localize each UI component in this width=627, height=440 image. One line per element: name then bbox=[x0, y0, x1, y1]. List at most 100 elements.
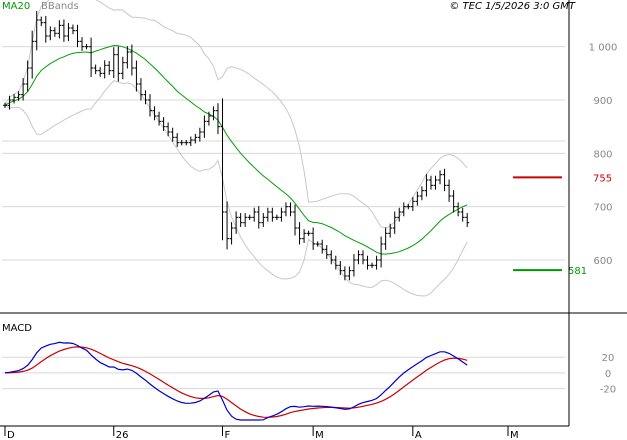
price-bar bbox=[197, 127, 202, 142]
price-bar bbox=[451, 190, 456, 213]
price-bar bbox=[61, 19, 66, 42]
price-bar bbox=[138, 78, 143, 101]
price-bar bbox=[188, 136, 193, 147]
macd-gridlines bbox=[2, 356, 565, 390]
price-bar bbox=[428, 175, 433, 190]
price-bar bbox=[125, 46, 130, 69]
price-bar bbox=[324, 245, 329, 259]
price-bar bbox=[406, 204, 411, 210]
x-tick-label: A bbox=[415, 430, 422, 440]
price-bar bbox=[288, 202, 293, 217]
price-bar bbox=[370, 262, 375, 268]
macd-title: MACD bbox=[2, 323, 32, 334]
price-bar bbox=[419, 186, 424, 201]
price-bar bbox=[220, 98, 225, 241]
price-bar bbox=[438, 170, 443, 185]
price-bar bbox=[238, 213, 243, 227]
x-tick-label: 26 bbox=[116, 430, 129, 440]
price-bar bbox=[442, 168, 447, 192]
price-bar bbox=[333, 255, 338, 270]
price-bar bbox=[297, 222, 302, 245]
price-bar bbox=[7, 95, 12, 110]
price-bar bbox=[134, 60, 139, 92]
price-y-tick-label: 1 000 bbox=[589, 43, 618, 54]
price-bar bbox=[252, 207, 257, 222]
price-bar bbox=[234, 211, 239, 234]
legend-ma20: MA20 bbox=[2, 1, 30, 12]
price-bar bbox=[225, 201, 230, 250]
price-bar bbox=[374, 255, 379, 270]
price-bar bbox=[161, 117, 166, 131]
price-bar bbox=[306, 230, 311, 236]
price-bar bbox=[329, 250, 334, 265]
price-bar bbox=[320, 239, 325, 254]
x-tick-label: D bbox=[7, 430, 15, 440]
price-bar bbox=[383, 227, 388, 250]
price-bar bbox=[170, 127, 175, 142]
x-tick-label: M bbox=[315, 430, 324, 440]
price-bar bbox=[3, 102, 7, 108]
price-bar bbox=[111, 47, 116, 79]
price-bar bbox=[34, 10, 39, 51]
price-bar bbox=[148, 94, 153, 117]
price-bar bbox=[175, 133, 180, 147]
price-bar bbox=[261, 213, 266, 227]
macd-y-tick-label: -20 bbox=[600, 385, 616, 396]
price-bar bbox=[293, 204, 298, 236]
price-y-tick-label: 700 bbox=[593, 203, 612, 214]
price-bar bbox=[202, 115, 207, 138]
price-bar bbox=[25, 60, 30, 92]
price-bar bbox=[84, 44, 89, 50]
support-resistance-levels: 755 581 bbox=[513, 173, 612, 277]
price-bar bbox=[12, 93, 17, 104]
price-bar bbox=[356, 250, 361, 265]
price-bar bbox=[397, 207, 402, 222]
ma20-path bbox=[4, 44, 468, 255]
price-bar bbox=[460, 207, 465, 222]
price-bar bbox=[410, 197, 415, 211]
price-bar bbox=[392, 211, 397, 234]
x-tick-label: F bbox=[225, 430, 231, 440]
price-bar bbox=[360, 250, 365, 265]
price-bar bbox=[179, 140, 184, 146]
price-bar bbox=[379, 236, 384, 268]
price-bar bbox=[279, 207, 284, 222]
price-bar bbox=[311, 227, 316, 250]
price-bar bbox=[365, 255, 370, 270]
price-bar bbox=[206, 111, 211, 126]
price-bar bbox=[21, 78, 26, 101]
price-bar bbox=[388, 223, 393, 238]
price-bar bbox=[270, 207, 275, 222]
bband-lower bbox=[4, 80, 468, 297]
price-bar bbox=[43, 16, 48, 43]
price-bar bbox=[347, 266, 352, 281]
x-tick-label: M bbox=[510, 430, 519, 440]
price-bar bbox=[229, 222, 234, 245]
price-y-tick-label: 600 bbox=[593, 256, 612, 267]
price-bar bbox=[247, 214, 252, 220]
price-bar bbox=[447, 179, 452, 202]
price-bar bbox=[315, 241, 320, 247]
price-bar bbox=[48, 26, 53, 41]
price-bar bbox=[75, 24, 80, 48]
support-label: 581 bbox=[568, 266, 587, 277]
price-bar bbox=[193, 133, 198, 144]
price-bar bbox=[129, 44, 134, 76]
price-bar bbox=[283, 202, 288, 217]
price-bar bbox=[16, 91, 21, 101]
price-bar bbox=[274, 214, 279, 220]
macd-y-tick-label: 0 bbox=[605, 369, 611, 380]
price-bar bbox=[433, 175, 438, 190]
price-bar bbox=[66, 22, 71, 42]
price-bar bbox=[338, 261, 343, 275]
price-gridlines bbox=[2, 46, 565, 261]
price-bar bbox=[89, 37, 94, 78]
macd-y-tick-label: 20 bbox=[602, 353, 615, 364]
price-bar bbox=[456, 202, 461, 217]
macd-signal-line bbox=[4, 346, 468, 418]
price-bar bbox=[30, 30, 35, 79]
price-bar bbox=[351, 254, 356, 277]
price-bar bbox=[415, 191, 420, 206]
